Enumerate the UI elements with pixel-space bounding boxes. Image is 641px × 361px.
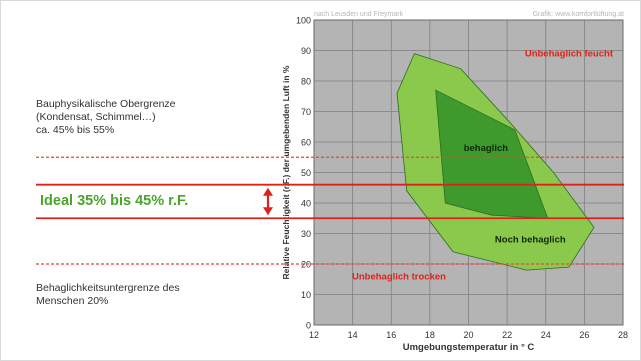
lower-limit-note: Behaglichkeitsuntergrenze des Menschen 2… xyxy=(36,282,180,308)
x-axis-label: Umgebungstemperatur in ° C xyxy=(403,342,535,353)
y-tick-label: 50 xyxy=(301,168,311,178)
lower-limit-line-1: Behaglichkeitsuntergrenze des xyxy=(36,282,180,294)
x-tick-label: 22 xyxy=(502,330,512,340)
y-tick-label: 80 xyxy=(301,77,311,87)
plot-layer: Unbehaglich feucht behaglich Noch behaglic… xyxy=(281,16,628,354)
upper-limit-line-3: ca. 45% bis 55% xyxy=(36,124,115,136)
upper-limit-line-2: (Kondensat, Schimmel…) xyxy=(36,111,156,123)
plot-border xyxy=(313,19,624,326)
y-tick-label: 100 xyxy=(296,16,311,26)
credits: nach Leusden und Freymark Grafik: www.ko… xyxy=(314,11,624,18)
zone-label: Unbehaglich trocken xyxy=(352,271,446,282)
zone-label: Noch behaglich xyxy=(495,235,566,246)
ideal-range-label: Ideal 35% bis 45% r.F. xyxy=(40,193,189,209)
y-tick-label: 20 xyxy=(301,260,311,270)
upper-limit-line-1: Bauphysikalische Obergrenze xyxy=(36,98,176,110)
y-tick-label: 70 xyxy=(301,107,311,117)
x-tick-label: 24 xyxy=(541,330,551,340)
lower-limit-line-2: Menschen 20% xyxy=(36,295,109,307)
y-tick-label: 0 xyxy=(306,321,311,331)
arrow-up-icon xyxy=(263,187,273,196)
guides-layer xyxy=(36,156,624,265)
x-tick-label: 16 xyxy=(386,330,396,340)
x-tick-label: 28 xyxy=(618,330,628,340)
x-tick-label: 14 xyxy=(348,330,358,340)
zone-label: Unbehaglich feucht xyxy=(525,49,614,60)
credit-graphic: Grafik: www.komfortlüftung.at xyxy=(532,11,624,18)
y-tick-label: 10 xyxy=(301,290,311,300)
arrow-down-icon xyxy=(263,207,273,216)
x-tick-label: 18 xyxy=(425,330,435,340)
y-tick-label: 90 xyxy=(301,46,311,56)
y-tick-label: 40 xyxy=(301,199,311,209)
y-tick-label: 30 xyxy=(301,229,311,239)
y-tick-label: 60 xyxy=(301,138,311,148)
zone-label: behaglich xyxy=(464,143,509,154)
y-axis-label: Relative Feuchtigkeit (r.F.) der umgeben… xyxy=(281,65,291,279)
x-tick-label: 26 xyxy=(579,330,589,340)
x-tick-label: 12 xyxy=(309,330,319,340)
upper-limit-note: Bauphysikalische Obergrenze (Kondensat, … xyxy=(36,98,176,137)
credit-source: nach Leusden und Freymark xyxy=(314,11,404,18)
x-tick-label: 20 xyxy=(463,330,473,340)
